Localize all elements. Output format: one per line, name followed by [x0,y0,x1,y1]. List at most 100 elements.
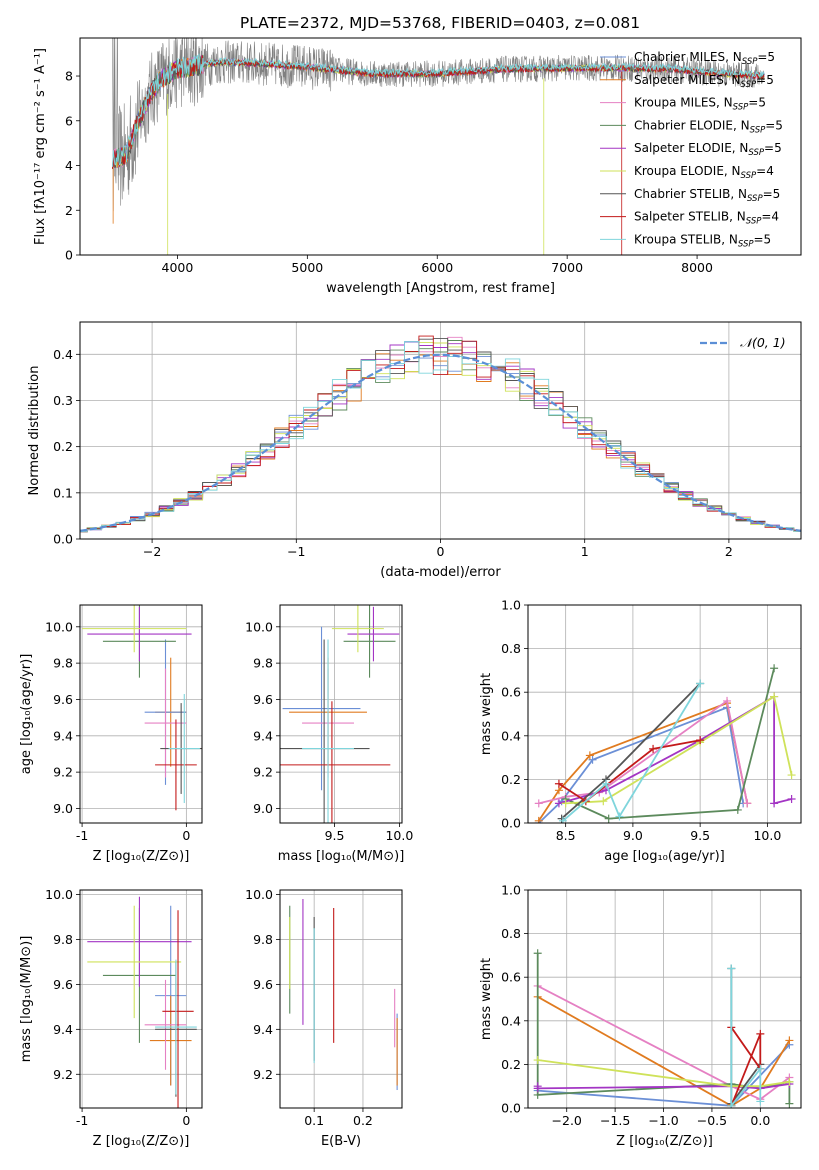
x-axis-label: mass [log₁₀(M/M⊙)] [278,849,405,864]
legend-entry: Chabrier MILES, NSSP=5 [634,50,775,67]
massweight-line [558,739,701,803]
massweight-marker [785,1077,794,1086]
legend-entry: Salpeter MILES, NSSP=5 [634,73,774,90]
x-tick-label: 9.5 [690,828,710,843]
massweight-line [730,1026,762,1107]
massweight-vs-metallicity-panel: −2.0 −1.5 −1.0 −0.5 0.0 0.0 0.2 0.4 0.6 0.8 1.0 Z [… [479,883,802,1149]
x-tick-label: −2 [143,544,161,559]
y-tick-label: 9.4 [53,728,73,743]
y-tick-label: 9.8 [53,656,73,671]
y-tick-label: 9.6 [253,977,273,992]
x-tick-label: −1.0 [648,1113,678,1128]
massweight-marker [723,696,732,705]
spectrum-plot-area [112,38,765,255]
massweight-line [730,968,762,1108]
y-tick-label: 9.2 [53,765,73,780]
massweight-marker [770,692,779,701]
y-tick-label: 9.6 [253,692,273,707]
mass-vs-metallicity-panel: -1 0 9.2 9.4 9.6 9.8 10.0 Z [log₁₀(Z/Z⊙)] mass [… [19,887,203,1149]
y-tick-label: 0.6 [501,685,521,700]
massweight-line [537,996,791,1107]
y-tick-label: 0.1 [53,485,73,500]
x-tick-label: −1.5 [600,1113,630,1128]
legend-entry: Salpeter STELIB, NSSP=4 [634,210,779,227]
massweight-line [537,985,790,1101]
massweight-marker [770,799,779,808]
y-tick-label: 6 [65,113,73,128]
x-tick-label: 9.5 [325,828,345,843]
residual-histogram-step [80,341,801,533]
y-axis-label: Flux [fλ10⁻¹⁷ erg cm⁻² s⁻¹ A⁻¹] [33,48,48,245]
y-tick-label: 9.8 [253,932,273,947]
y-tick-label: 9.0 [53,801,73,816]
y-tick-label: 10.0 [45,887,73,902]
errorbar-plot-area [82,605,202,811]
y-tick-label: 10.0 [245,887,273,902]
y-tick-label: 9.4 [253,728,273,743]
y-tick-label: 8 [65,69,73,84]
massweight-marker [756,1097,765,1106]
y-tick-label: 9.8 [253,656,273,671]
plot-frame [279,604,403,824]
y-tick-label: 0.0 [501,816,521,831]
legend-entry: Kroupa ELODIE, NSSP=4 [634,164,774,181]
x-tick-label: 10.0 [385,828,413,843]
x-tick-label: −0.5 [697,1113,727,1128]
y-tick-label: 1.0 [501,598,521,613]
x-tick-label: 0.1 [304,1113,324,1128]
massweight-marker [602,779,610,788]
massweight-line [538,699,749,805]
residual-histogram-step [80,341,801,533]
massweight-marker [743,799,752,808]
massweight-vs-age-panel: 8.5 9.0 9.5 10.0 0.0 0.2 0.4 0.6 0.8 1.0 age [log₁… [479,598,802,864]
x-tick-label: 6000 [421,260,453,275]
x-tick-label: −1 [287,544,305,559]
massweight-marker [534,799,543,808]
y-tick-label: 1.0 [501,883,521,898]
x-tick-label: 0.0 [750,1113,770,1128]
massweight-marker [554,779,563,788]
legend-entry: Chabrier ELODIE, NSSP=5 [634,118,783,135]
y-tick-label: 10.0 [45,619,73,634]
y-tick-label: 0.8 [501,926,521,941]
x-axis-label: Z [log₁₀(Z/Z⊙)] [93,1134,190,1149]
y-tick-label: 9.2 [253,1067,273,1082]
massweight-marker [534,816,543,823]
x-tick-label: 8.5 [556,828,576,843]
figure-title: PLATE=2372, MJD=53768, FIBERID=0403, z=0… [240,14,640,32]
x-tick-label: 0 [182,1113,190,1128]
x-tick-label: 7000 [551,260,583,275]
massweight-marker [558,816,567,823]
residual-histogram-step [80,340,801,533]
x-axis-label: age [log₁₀(age/yr)] [604,849,725,864]
plot-frame [79,37,802,256]
y-axis-label: mass weight [479,673,494,755]
massweight-marker [770,664,779,673]
massweight-marker [599,797,608,806]
y-tick-label: 10.0 [245,619,273,634]
y-tick-label: 0.2 [501,772,521,787]
massweight-marker [785,1099,794,1108]
x-axis-label: wavelength [Angstrom, rest frame] [326,281,555,296]
y-tick-label: 0.4 [501,728,521,743]
massweight-line [730,968,762,1107]
massweight-marker [733,805,742,814]
y-tick-label: 0.4 [53,347,73,362]
x-tick-label: 1 [581,544,589,559]
y-tick-label: 9.4 [53,1022,73,1037]
x-tick-label: 8000 [681,260,713,275]
x-tick-label: 10.0 [753,828,781,843]
age-vs-mass-panel: 9.5 10.0 9.0 9.2 9.4 9.6 9.8 10.0 mass [log₁₀(M/… [245,604,413,864]
residual-histogram-step [80,336,801,533]
y-tick-label: 0.8 [501,641,521,656]
y-tick-label: 9.6 [53,977,73,992]
y-axis-label: mass [log₁₀(M/M⊙)] [19,936,34,1063]
massweight-marker [615,812,624,821]
massweight-marker [585,751,594,760]
spectrum-legend: Chabrier MILES, NSSP=5 Salpeter MILES, NS… [600,50,783,249]
plot-frame [527,889,802,1109]
normal-distribution-curve [80,353,801,532]
x-tick-label: -1 [76,1113,88,1128]
age-vs-metallicity-panel: -1 0 9.0 9.2 9.4 9.6 9.8 10.0 Z [log₁₀(Z/Z⊙)] age… [19,604,203,864]
massweight-marker [787,771,796,780]
